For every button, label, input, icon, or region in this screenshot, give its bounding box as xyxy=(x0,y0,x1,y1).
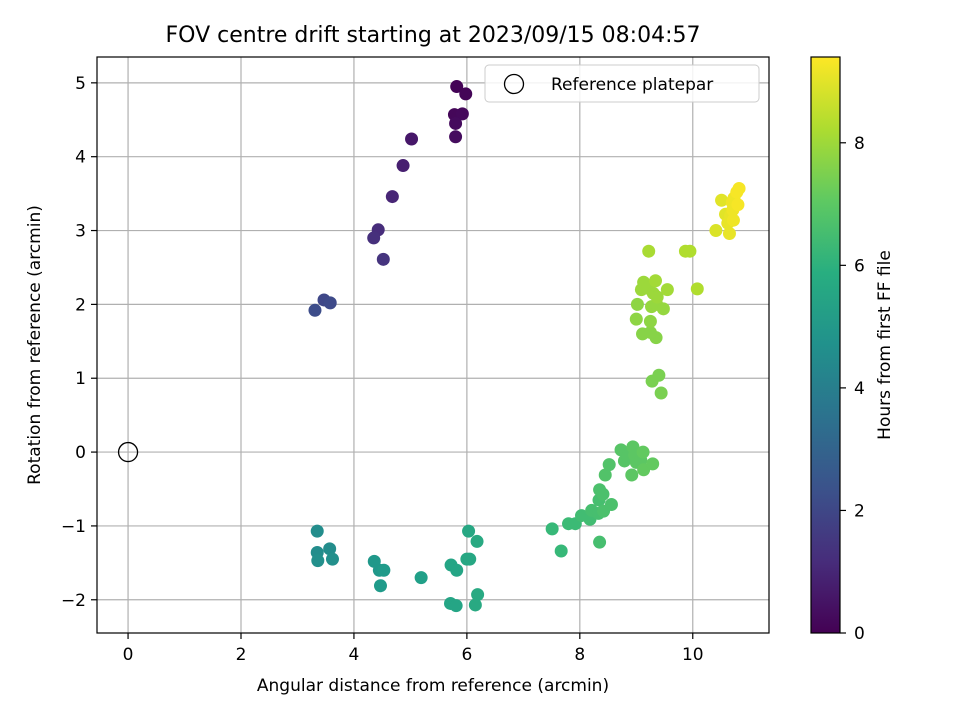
colorbar-tick-label: 0 xyxy=(854,624,865,644)
data-point xyxy=(596,487,610,501)
data-point xyxy=(385,190,399,204)
data-point xyxy=(450,563,464,577)
data-point xyxy=(414,571,428,585)
x-tick-label: 0 xyxy=(123,645,134,665)
legend-marker-reference xyxy=(503,73,525,95)
data-point xyxy=(462,524,476,538)
data-point xyxy=(709,224,723,238)
x-axis-ticks: 0 2 4 6 8 10 xyxy=(123,633,704,665)
data-point xyxy=(323,296,337,310)
x-tick-label: 6 xyxy=(461,645,472,665)
grid-lines xyxy=(97,57,769,633)
data-point xyxy=(731,198,745,212)
colorbar-ticks: 0 2 4 6 8 xyxy=(840,134,865,644)
data-point xyxy=(636,445,650,459)
data-point xyxy=(463,552,477,566)
y-tick-label: 5 xyxy=(75,74,86,94)
data-point xyxy=(593,535,607,549)
y-tick-label: 1 xyxy=(75,369,86,389)
data-point xyxy=(732,181,746,195)
x-axis-label: Angular distance from reference (arcmin) xyxy=(257,676,609,696)
data-point xyxy=(598,468,612,482)
y-axis-ticks: −2 −1 0 1 2 3 4 5 xyxy=(61,74,97,611)
colorbar-tick-label: 6 xyxy=(854,256,865,276)
y-tick-label: −2 xyxy=(61,591,86,611)
colorbar-label: Hours from first FF file xyxy=(875,250,895,440)
chart-title: FOV centre drift starting at 2023/09/15 … xyxy=(166,23,701,48)
y-tick-label: −1 xyxy=(61,517,86,537)
y-tick-label: 4 xyxy=(75,148,86,168)
data-point xyxy=(377,563,391,577)
x-tick-label: 4 xyxy=(349,645,360,665)
reference-platepar-marker xyxy=(117,441,139,463)
x-tick-label: 10 xyxy=(682,645,704,665)
data-point xyxy=(449,599,463,613)
data-point xyxy=(308,303,322,317)
data-point xyxy=(650,290,664,304)
y-tick-label: 2 xyxy=(75,295,86,315)
data-point xyxy=(629,312,643,326)
data-point xyxy=(656,302,670,316)
data-point xyxy=(405,132,419,146)
data-point xyxy=(643,325,657,339)
data-point xyxy=(545,522,559,536)
data-point xyxy=(646,457,660,471)
plot-frame xyxy=(96,56,770,634)
colorbar-tick-label: 2 xyxy=(854,501,865,521)
colorbar-frame xyxy=(810,56,841,634)
y-tick-label: 3 xyxy=(75,222,86,242)
reference-marker-layer xyxy=(117,441,139,463)
x-tick-label: 8 xyxy=(574,645,585,665)
data-point xyxy=(648,274,662,288)
colorbar: 0 2 4 6 8 Hours from first FF file xyxy=(810,56,895,644)
data-point xyxy=(449,116,463,130)
data-point xyxy=(396,159,410,173)
data-point xyxy=(604,498,618,512)
data-point xyxy=(455,107,469,121)
data-point xyxy=(325,552,339,566)
data-point xyxy=(722,226,736,240)
data-point xyxy=(373,579,387,593)
data-point xyxy=(625,468,639,482)
data-point xyxy=(643,314,657,328)
data-point xyxy=(554,544,568,558)
colorbar-tick-label: 8 xyxy=(854,134,865,154)
data-point xyxy=(726,213,740,227)
data-point xyxy=(630,297,644,311)
data-point xyxy=(470,534,484,548)
data-point xyxy=(459,87,473,101)
data-point xyxy=(654,386,668,400)
x-tick-label: 2 xyxy=(236,645,247,665)
data-point xyxy=(471,588,485,602)
legend: Reference platepar xyxy=(484,64,760,103)
data-point xyxy=(602,458,616,472)
data-point xyxy=(311,554,325,568)
data-point xyxy=(367,231,381,245)
data-point xyxy=(310,524,324,538)
legend-box xyxy=(484,64,760,103)
y-tick-label: 0 xyxy=(75,443,86,463)
data-points xyxy=(308,80,746,613)
data-point xyxy=(323,542,337,556)
data-point xyxy=(376,252,390,266)
data-point xyxy=(683,244,697,258)
colorbar-gradient xyxy=(811,57,840,633)
data-point xyxy=(449,130,463,144)
data-point xyxy=(715,193,729,207)
colorbar-tick-label: 4 xyxy=(854,379,865,399)
data-point xyxy=(660,283,674,297)
data-point xyxy=(642,244,656,258)
data-point xyxy=(652,368,666,382)
legend-label-reference: Reference platepar xyxy=(551,75,713,95)
data-point xyxy=(690,282,704,296)
y-axis-label: Rotation from reference (arcmin) xyxy=(25,205,45,485)
data-point xyxy=(468,598,482,612)
data-point xyxy=(450,80,464,94)
